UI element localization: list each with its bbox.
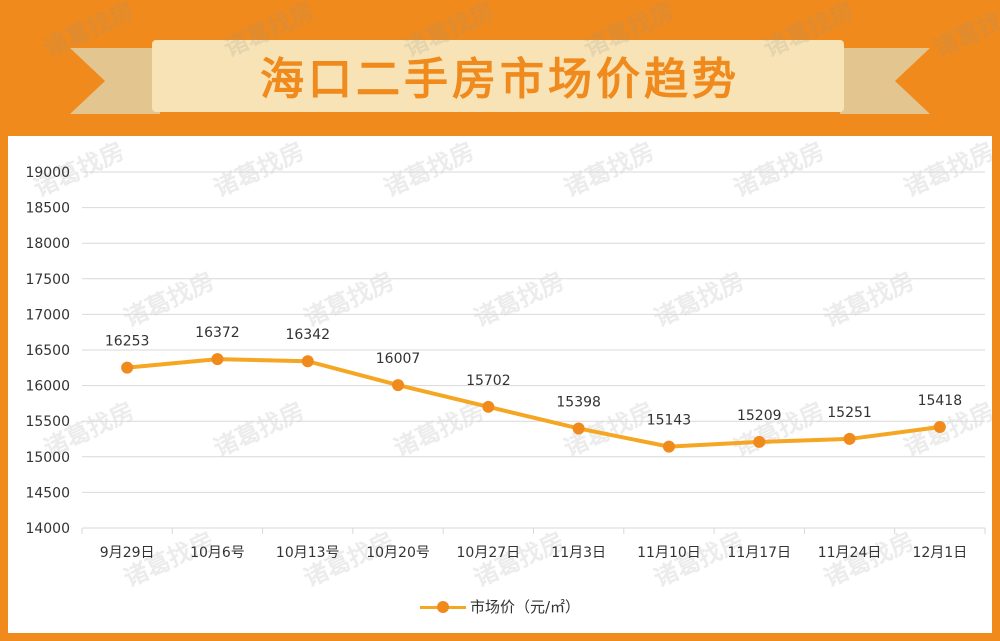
x-tick-label: 12月1日 (912, 545, 967, 561)
y-tick-label: 15000 (25, 450, 70, 466)
ribbon-body (152, 40, 844, 112)
legend-series-marker (419, 600, 466, 613)
data-label: 16253 (105, 334, 150, 350)
legend[interactable]: 市场价（元/㎡） (0, 596, 1000, 617)
x-tick-label: 11月3日 (551, 545, 606, 561)
y-tick-label: 17500 (25, 272, 70, 288)
data-point (933, 421, 946, 434)
data-point (482, 400, 495, 413)
x-tick-label: 9月29日 (100, 545, 155, 561)
x-tick-label: 11月24日 (818, 545, 882, 561)
y-tick-label: 15500 (25, 414, 70, 430)
data-label: 16372 (195, 325, 240, 341)
data-label: 15251 (827, 405, 872, 421)
series-line (125, 357, 942, 449)
y-tick-label: 19000 (25, 165, 70, 181)
data-point (572, 422, 585, 435)
data-point (301, 355, 314, 368)
title-ribbon (70, 40, 930, 114)
data-label: 15398 (556, 394, 601, 410)
y-tick-label: 18500 (25, 201, 70, 217)
data-label: 15702 (466, 373, 511, 389)
x-tick-label: 11月10日 (637, 545, 701, 561)
data-point (121, 361, 134, 374)
y-tick-label: 14000 (25, 521, 70, 537)
data-point (392, 379, 405, 392)
x-tick-label: 10月13号 (276, 545, 340, 561)
y-tick-label: 17000 (25, 307, 70, 323)
data-label: 15209 (737, 408, 782, 424)
chart-panel (8, 136, 992, 633)
x-tick-label: 10月20号 (366, 545, 430, 561)
y-tick-label: 16500 (25, 343, 70, 359)
data-point (662, 440, 675, 453)
ribbon-left-tail (70, 48, 160, 114)
y-tick-label: 18000 (25, 236, 70, 252)
data-point (211, 353, 224, 366)
y-tick-label: 14500 (25, 485, 70, 501)
y-tick-label: 16000 (25, 379, 70, 395)
data-label: 15143 (647, 413, 692, 429)
data-point (753, 435, 766, 448)
x-tick-label: 10月27日 (457, 545, 521, 561)
data-label: 15418 (918, 393, 963, 409)
legend-series-label: 市场价（元/㎡） (469, 598, 581, 616)
x-tick-label: 11月17日 (727, 545, 791, 561)
data-label: 16007 (376, 351, 421, 367)
chart-title: 海口二手房市场价趋势 (260, 54, 740, 105)
ribbon-right-tail (840, 48, 930, 114)
data-label: 16342 (285, 327, 330, 343)
data-point (843, 432, 856, 445)
x-tick-label: 10月6号 (190, 545, 245, 561)
